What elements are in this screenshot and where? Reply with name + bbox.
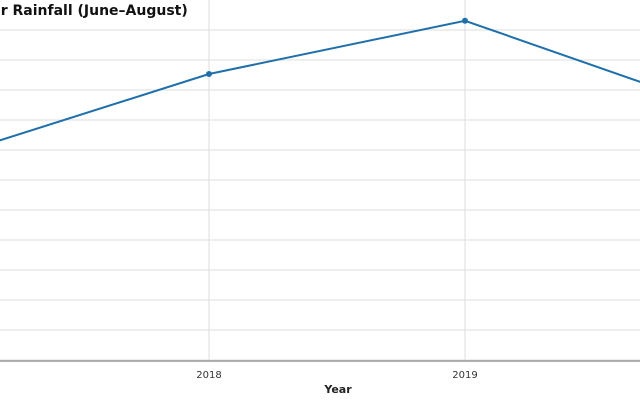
x-tick-label: 2019 [452,370,477,381]
x-axis-label: Year [323,383,352,396]
x-tick-label: 2018 [196,370,221,381]
chart-title: Summer Rainfall (June–August) [0,3,188,19]
series-line [0,19,640,142]
data-point [462,17,468,24]
x-tick-labels: 2017201820192020 [196,370,477,381]
data-point [206,71,212,78]
series-layer [0,17,640,142]
grid [0,0,640,361]
